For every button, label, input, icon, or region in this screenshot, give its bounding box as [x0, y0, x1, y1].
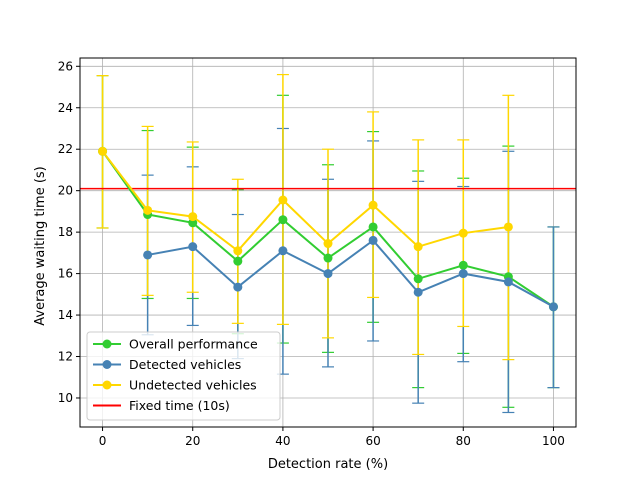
legend-item-overall-performance: Overall performance [93, 337, 258, 352]
legend-label: Overall performance [129, 337, 258, 352]
y-tick-label: 12 [58, 350, 73, 364]
legend-swatch-marker [102, 380, 112, 390]
y-tick-label: 10 [58, 391, 73, 405]
x-tick-label: 60 [365, 434, 380, 448]
point-overall-performance [278, 215, 288, 225]
x-tick-label: 20 [185, 434, 200, 448]
line-undetected-vehicles [101, 150, 509, 253]
legend-label: Detected vehicles [129, 357, 241, 372]
point-detected-vehicles [188, 242, 198, 252]
x-tick-label: 0 [99, 434, 107, 448]
legend-box [86, 331, 281, 421]
point-undetected-vehicles [368, 200, 378, 210]
x-tick-label: 80 [456, 434, 471, 448]
point-overall-performance [323, 253, 333, 263]
x-axis-label: Detection rate (%) [268, 457, 388, 472]
y-tick-label: 24 [58, 101, 73, 115]
y-tick-label: 22 [58, 142, 73, 156]
legend-swatch-marker [102, 339, 112, 349]
y-tick-label: 20 [58, 184, 73, 198]
y-tick-label: 14 [58, 308, 73, 322]
point-undetected-vehicles [413, 242, 423, 252]
point-detected-vehicles [503, 277, 513, 287]
point-detected-vehicles [323, 269, 333, 279]
legend: Overall performance Detected vehicles Unde… [86, 331, 281, 421]
legend-item-detected-vehicles: Detected vehicles [93, 357, 241, 372]
legend-swatch-marker [102, 360, 112, 369]
point-undetected-vehicles [233, 246, 243, 256]
line-detected-vehicles [147, 239, 554, 308]
series-line-group-detected-vehicles [143, 235, 558, 312]
axes-frame [79, 57, 577, 428]
legend-item-undetected-vehicles: Undetected vehicles [93, 378, 257, 393]
y-axis-label: Average waiting time (s) [33, 166, 48, 325]
point-undetected-vehicles [278, 195, 288, 205]
point-detected-vehicles [458, 269, 468, 279]
point-undetected-vehicles [143, 205, 153, 215]
legend-label: Undetected vehicles [129, 378, 257, 393]
x-tick-label: 100 [542, 434, 565, 448]
legend-label: Fixed time (10s) [129, 398, 230, 413]
point-undetected-vehicles [323, 239, 333, 249]
y-tick-label: 18 [58, 225, 73, 239]
point-overall-performance [233, 256, 243, 266]
point-undetected-vehicles [458, 228, 468, 238]
axes [79, 57, 577, 428]
point-detected-vehicles [143, 250, 153, 260]
y-tick-label: 26 [58, 59, 73, 73]
point-detected-vehicles [548, 302, 558, 312]
point-detected-vehicles [278, 246, 288, 256]
y-tick-label: 16 [58, 267, 73, 281]
point-undetected-vehicles [188, 212, 198, 222]
ticks: 0 20 40 60 80 100 10 12 14 16 18 20 22 24 26 [58, 59, 565, 448]
point-detected-vehicles [413, 287, 423, 297]
series-line-group-undetected-vehicles [98, 146, 513, 256]
point-overall-performance [458, 260, 468, 270]
point-undetected-vehicles [98, 146, 108, 156]
point-undetected-vehicles [503, 222, 513, 232]
point-overall-performance [188, 218, 198, 228]
point-overall-performance [368, 222, 378, 232]
point-detected-vehicles [368, 235, 378, 245]
point-overall-performance [413, 274, 423, 284]
x-tick-label: 40 [275, 434, 290, 448]
point-detected-vehicles [233, 282, 243, 292]
legend-item-fixed-time-10s: Fixed time (10s) [93, 398, 230, 413]
